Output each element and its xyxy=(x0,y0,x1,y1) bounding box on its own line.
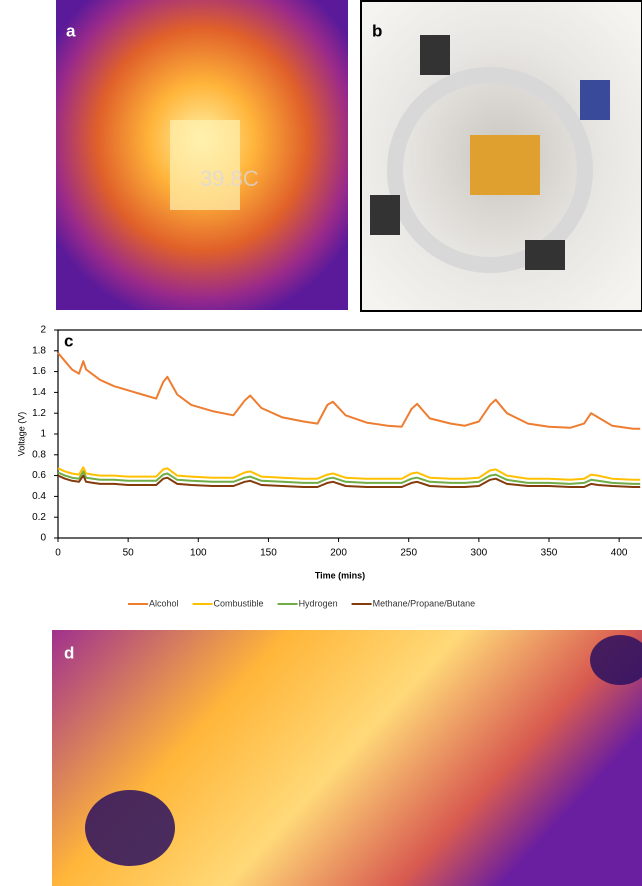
y-tick-label: 0.6 xyxy=(32,470,46,481)
sensor-board xyxy=(580,80,610,120)
data-line xyxy=(58,353,640,429)
panel-label: a xyxy=(66,21,76,40)
y-tick-label: 1.8 xyxy=(32,345,46,356)
x-tick-label: 50 xyxy=(123,548,135,559)
heater xyxy=(470,135,540,195)
x-tick-label: 0 xyxy=(55,548,61,559)
y-tick-label: 1.6 xyxy=(32,366,46,377)
sensor-board xyxy=(370,195,400,235)
legend-label: Methane/Propane/Butane xyxy=(373,598,476,608)
panel-b: b xyxy=(361,1,642,311)
x-tick-label: 350 xyxy=(541,548,558,559)
panel-label: b xyxy=(372,21,382,40)
panel-label: c xyxy=(64,331,73,350)
sensor-board xyxy=(525,240,565,270)
sensor-board xyxy=(420,35,450,75)
y-tick-label: 1.4 xyxy=(32,387,46,398)
y-tick-label: 1.2 xyxy=(32,408,46,419)
thermal-reading: 39.8C xyxy=(200,166,259,191)
panel-d: d xyxy=(52,630,642,886)
x-tick-label: 300 xyxy=(471,548,488,559)
y-tick-label: 0.8 xyxy=(32,449,46,460)
y-tick-label: 2 xyxy=(40,325,46,336)
y-axis-title: Voltage (V) xyxy=(16,412,26,457)
legend-label: Alcohol xyxy=(149,598,179,608)
x-tick-label: 250 xyxy=(400,548,417,559)
y-tick-label: 0.4 xyxy=(32,491,46,502)
x-tick-label: 150 xyxy=(260,548,277,559)
cold-spot xyxy=(85,790,175,866)
y-tick-label: 0.2 xyxy=(32,512,46,523)
panel-a: 39.8C a xyxy=(56,0,348,310)
x-tick-label: 200 xyxy=(330,548,347,559)
x-tick-label: 100 xyxy=(190,548,207,559)
plot-frame xyxy=(58,330,642,538)
page: {"panel_labels": ["a", "b", "c", "d"], "… xyxy=(0,0,642,886)
figure: 39.8C a b c Time (mins) Voltage (V) d 00… xyxy=(0,0,642,886)
x-axis-title: Time (mins) xyxy=(315,570,365,580)
y-tick-label: 1 xyxy=(40,429,46,440)
panel-label: d xyxy=(64,643,74,662)
legend-label: Hydrogen xyxy=(299,598,338,608)
data-line xyxy=(58,467,640,480)
x-tick-label: 400 xyxy=(611,548,628,559)
legend-label: Combustible xyxy=(214,598,264,608)
y-tick-label: 0 xyxy=(40,533,46,544)
